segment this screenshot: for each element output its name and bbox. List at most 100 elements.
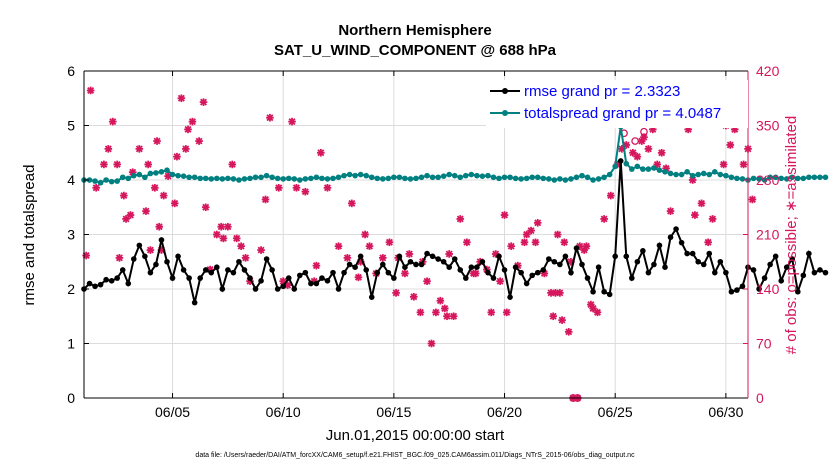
rmse-point [274,286,281,292]
y-right-tick-label: 350 [756,118,780,134]
rmse-point [335,286,342,292]
rmse-point [302,269,309,276]
x-tick-label: 06/10 [266,404,301,420]
rmse-point [402,264,408,271]
rmse-point [667,234,674,241]
rmse-point [429,253,436,260]
obs-assimilated-point [697,199,706,208]
totalspread-point [225,175,231,182]
rmse-point [131,256,137,262]
rmse-point [717,258,724,265]
y-tick-label: 1 [67,336,75,352]
obs-assimilated-point [553,230,562,239]
legend-marker-totalspread [502,110,508,116]
rmse-point [463,275,469,281]
obs-assimilated-point [113,160,121,169]
rmse-point [114,275,120,281]
totalspread-point [435,174,441,181]
obs-assimilated-point [463,238,471,247]
obs-assimilated-point [726,141,735,149]
totalspread-point [153,170,159,176]
obs-assimilated-point [644,145,653,153]
totalspread-point [717,171,724,178]
rmse-point [474,264,480,271]
totalspread-point [750,175,757,182]
rmse-point [817,267,823,273]
rmse-point [241,267,248,273]
rmse-point [656,242,663,249]
obs-assimilated-point [301,187,310,196]
rmse-point [202,267,209,273]
totalspread-point [501,174,508,181]
obs-assimilated-point [423,277,431,286]
totalspread-point [396,174,403,181]
rmse-point [595,264,602,271]
totalspread-point [695,171,701,178]
totalspread-point [319,175,325,182]
totalspread-point [308,175,314,182]
totalspread-point [634,163,641,170]
rmse-point [756,286,762,292]
totalspread-point [86,177,93,183]
obs-assimilated-point [432,308,440,317]
rmse-point [180,267,187,273]
totalspread-point [136,171,143,178]
totalspread-point [734,175,740,182]
totalspread-point [241,176,248,182]
obs-assimilated-point [640,133,648,141]
obs-assimilated-point [739,160,748,169]
rmse-point [479,258,486,265]
totalspread-point [108,178,115,185]
rmse-point [319,275,325,281]
legend-entry-rmse: rmse grand pr = 2.3323 [524,83,680,100]
rmse-point [346,261,353,268]
rmse-point [551,258,558,265]
totalspread-point [119,174,126,181]
rmse-point [700,261,707,268]
obs-assimilated-point [520,238,529,247]
obs-assimilated-point [108,117,117,126]
totalspread-point [518,176,524,182]
rmse-point [695,258,701,265]
totalspread-point [579,172,585,179]
obs-assimilated-point [199,98,208,106]
obs-assimilated-point [86,86,95,95]
totalspread-point [523,175,530,182]
totalspread-point [103,177,109,183]
totalspread-point [783,176,790,182]
totalspread-point [678,171,685,178]
obs-assimilated-point [401,269,409,278]
obs-assimilated-point [593,308,602,317]
obs-assimilated-point [445,250,453,258]
obs-assimilated-point [266,113,274,122]
obs-assimilated-point [184,125,192,134]
obs-assimilated-point [558,316,566,324]
rmse-point [468,264,475,271]
obs-assimilated-point [365,242,374,250]
rmse-point [684,250,690,257]
totalspread-point [363,172,370,179]
totalspread-point [568,176,574,182]
obs-assimilated-point [471,269,480,278]
totalspread-point [280,176,287,182]
totalspread-point [795,175,801,182]
totalspread-point [368,174,375,181]
rmse-point [529,272,535,279]
totalspread-point [285,175,292,182]
rmse-point [457,267,464,273]
rmse-point [562,253,569,260]
totalspread-point [230,176,237,182]
totalspread-point [186,174,192,181]
y-right-tick-label: 420 [756,63,780,79]
rmse-point [689,250,696,257]
totalspread-point [324,176,331,182]
rmse-point [617,158,624,164]
totalspread-point [772,174,779,181]
rmse-point [263,256,270,262]
totalspread-point [457,174,464,181]
rmse-point [811,269,818,276]
legend-box [486,80,748,128]
totalspread-point [811,174,818,181]
obs-assimilated-point [440,304,449,313]
obs-assimilated-point [531,238,540,247]
